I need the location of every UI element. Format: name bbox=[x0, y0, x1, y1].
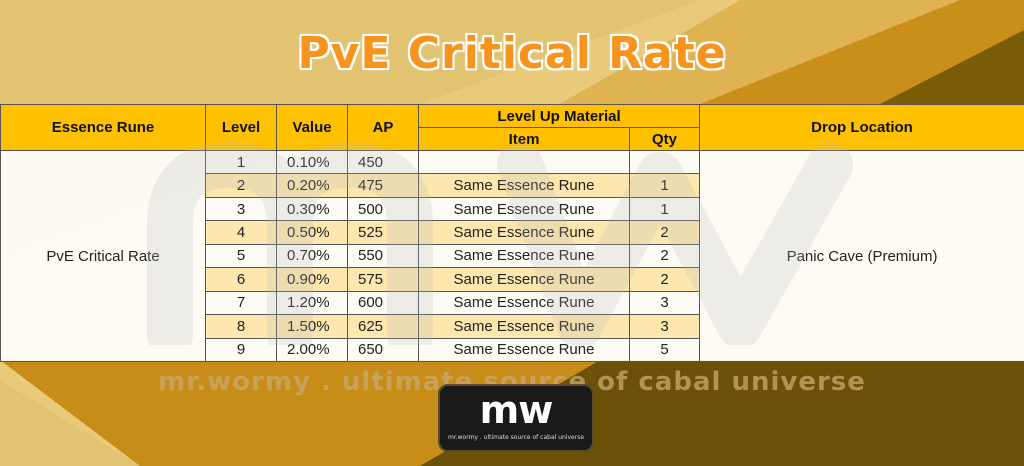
cell-qty: 2 bbox=[628, 267, 701, 292]
header-item: Item bbox=[418, 127, 630, 151]
cell-ap: 500 bbox=[347, 196, 419, 222]
cell-qty bbox=[628, 149, 701, 175]
header-value: Value bbox=[276, 104, 348, 151]
table-row: 5 0.70% 550 Same Essence Rune 2 bbox=[1, 243, 1024, 269]
drop-location: Panic Cave (Premium) bbox=[699, 150, 1024, 362]
mw-logo: mw mr.wormy . ultimate source of cabal u… bbox=[438, 384, 594, 452]
header-ap: AP bbox=[347, 104, 419, 151]
cell-value: 2.00% bbox=[276, 337, 348, 362]
cell-qty: 3 bbox=[628, 314, 701, 339]
table-row: 2 0.20% 475 Same Essence Rune 1 bbox=[1, 173, 1024, 198]
cell-value: 0.50% bbox=[276, 220, 348, 245]
cell-item: Same Essence Rune bbox=[418, 196, 630, 222]
cell-item: Same Essence Rune bbox=[418, 314, 630, 339]
cell-level: 3 bbox=[205, 196, 277, 222]
table-row: 6 0.90% 575 Same Essence Rune 2 bbox=[1, 267, 1024, 292]
cell-ap: 475 bbox=[347, 173, 419, 198]
cell-item: Same Essence Rune bbox=[418, 220, 630, 245]
cell-value: 0.70% bbox=[276, 243, 348, 269]
cell-level: 7 bbox=[205, 290, 277, 316]
cell-level: 5 bbox=[205, 243, 277, 269]
cell-ap: 575 bbox=[347, 267, 419, 292]
cell-qty: 1 bbox=[628, 196, 701, 222]
table-row: 3 0.30% 500 Same Essence Rune 1 bbox=[1, 196, 1024, 222]
cell-qty: 2 bbox=[628, 220, 701, 245]
cell-ap: 550 bbox=[347, 243, 419, 269]
cell-value: 0.30% bbox=[276, 196, 348, 222]
cell-level: 6 bbox=[205, 267, 277, 292]
cell-item: Same Essence Rune bbox=[418, 243, 630, 269]
cell-level: 9 bbox=[205, 337, 277, 362]
header-qty: Qty bbox=[628, 127, 701, 151]
cell-value: 1.50% bbox=[276, 314, 348, 339]
table-row: 8 1.50% 625 Same Essence Rune 3 bbox=[1, 314, 1024, 339]
rune-table: Essence Rune Level Value AP Level Up Mat… bbox=[0, 104, 1024, 362]
logo-subtitle: mr.wormy . ultimate source of cabal univ… bbox=[447, 434, 585, 441]
cell-level: 2 bbox=[205, 173, 277, 198]
table-row: 9 2.00% 650 Same Essence Rune 5 bbox=[1, 337, 1024, 362]
table-row: 4 0.50% 525 Same Essence Rune 2 bbox=[1, 220, 1024, 245]
cell-qty: 1 bbox=[628, 173, 701, 198]
cell-ap: 450 bbox=[347, 149, 419, 175]
cell-ap: 600 bbox=[347, 290, 419, 316]
page-title: PvE Critical Rate bbox=[297, 28, 727, 79]
cell-qty: 3 bbox=[628, 290, 701, 316]
header-level: Level bbox=[205, 104, 277, 151]
cell-item bbox=[418, 149, 630, 175]
essence-rune-name: PvE Critical Rate bbox=[0, 150, 206, 362]
cell-ap: 650 bbox=[347, 337, 419, 362]
cell-qty: 2 bbox=[628, 243, 701, 269]
header-drop-location: Drop Location bbox=[699, 104, 1024, 151]
cell-level: 8 bbox=[205, 314, 277, 339]
logo-mark: mw bbox=[479, 388, 554, 432]
table-row: 7 1.20% 600 Same Essence Rune 3 bbox=[1, 290, 1024, 316]
cell-item: Same Essence Rune bbox=[418, 173, 630, 198]
cell-value: 0.90% bbox=[276, 267, 348, 292]
cell-value: 0.10% bbox=[276, 149, 348, 175]
cell-item: Same Essence Rune bbox=[418, 267, 630, 292]
cell-item: Same Essence Rune bbox=[418, 337, 630, 362]
table-row: PvE Critical Rate 1 0.10% 450 Panic Cave… bbox=[0, 149, 1024, 362]
cell-item: Same Essence Rune bbox=[418, 290, 630, 316]
cell-value: 0.20% bbox=[276, 173, 348, 198]
cell-qty: 5 bbox=[628, 337, 701, 362]
header-level-up-material: Level Up Material bbox=[417, 104, 701, 128]
cell-value: 1.20% bbox=[276, 290, 348, 316]
cell-level: 4 bbox=[205, 220, 277, 245]
cell-level: 1 bbox=[205, 149, 277, 175]
cell-ap: 625 bbox=[347, 314, 419, 339]
header-essence-rune: Essence Rune bbox=[0, 104, 206, 151]
cell-ap: 525 bbox=[347, 220, 419, 245]
